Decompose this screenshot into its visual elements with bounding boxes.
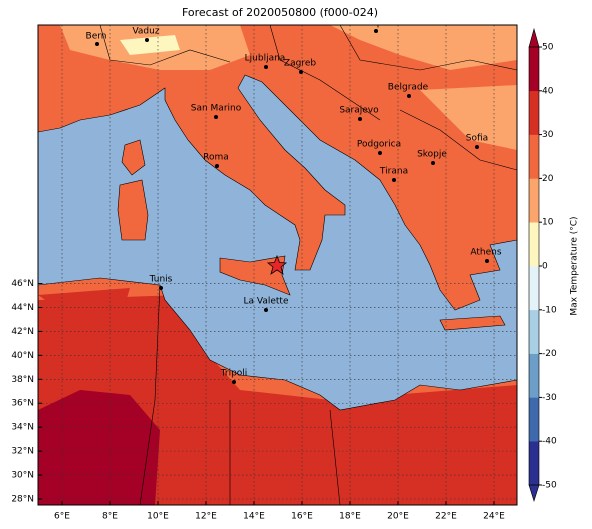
colorbar-tick-label: -40 <box>542 437 557 447</box>
city-label: Podgorica <box>357 140 401 150</box>
city-label: Ljubljana <box>245 54 286 64</box>
colorbar-tick-label: -20 <box>542 349 557 359</box>
colorbar-extend-top <box>528 27 540 48</box>
cities <box>95 29 489 384</box>
colorbar-label: Max Temperature (°C) <box>570 216 580 315</box>
lon-tick-label: 24°E <box>483 512 505 522</box>
colorbar-tick-label: -10 <box>542 305 557 315</box>
city-label: Sarajevo <box>339 106 379 116</box>
colorbar-segment <box>529 397 539 442</box>
city-label: Roma <box>203 153 229 163</box>
lat-tick-label: 30°N <box>11 471 34 481</box>
city-label: La Valette <box>244 297 289 307</box>
city-label: Athens <box>470 248 501 258</box>
lat-tick-label: 46°N <box>11 279 34 289</box>
lat-tick-label: 36°N <box>11 399 34 409</box>
city-label: Sofia <box>466 134 488 144</box>
lon-tick-label: 22°E <box>435 512 457 522</box>
city-label: Zagreb <box>284 59 316 69</box>
colorbar-segment <box>529 441 539 486</box>
colorbar: -50 -40 -30 -20 -10 0 10 20 30 40 50 Max Temperatur… <box>528 27 580 503</box>
colorbar-tick-label: 50 <box>542 43 554 53</box>
city-label: Vaduz <box>132 27 159 37</box>
colorbar-segment <box>529 178 539 223</box>
lon-tick-label: 16°E <box>291 512 313 522</box>
colorbar-segment <box>529 47 539 92</box>
city-label: Belgrade <box>388 83 429 93</box>
lon-tick-label: 10°E <box>147 512 169 522</box>
colorbar-tick-label: 10 <box>542 218 554 228</box>
colorbar-tick-label: 20 <box>542 174 554 184</box>
lat-tick-label: 38°N <box>11 375 34 385</box>
map-frame <box>37 24 518 506</box>
lat-tick-label: 32°N <box>11 447 34 457</box>
lon-tick-label: 18°E <box>339 512 361 522</box>
location-star <box>266 254 288 275</box>
city-label: Tunis <box>149 275 173 285</box>
city-label: Bern <box>86 32 107 42</box>
lat-tick-label: 44°N <box>11 303 34 313</box>
lat-tick-label: 28°N <box>11 495 34 505</box>
city-label: Budapest <box>354 19 397 29</box>
lon-tick-label: 12°E <box>195 512 217 522</box>
colorbar-segment <box>529 353 539 398</box>
graticule <box>38 25 517 505</box>
title: Forecast of 2020050800 (f000-024) <box>182 6 378 19</box>
colorbar-extend-bottom <box>528 484 540 503</box>
lon-tick-label: 20°E <box>387 512 409 522</box>
colorbar-tick-label: 40 <box>542 86 554 96</box>
map: Bern Vaduz Budapest Ljubljana Zagreb Bel… <box>38 19 517 505</box>
colorbar-segment <box>529 134 539 179</box>
city-label: San Marino <box>191 104 242 114</box>
colorbar-tick-label: 0 <box>542 262 548 272</box>
lat-tick-label: 42°N <box>11 327 34 337</box>
lat-tick-label: 34°N <box>11 423 34 433</box>
colorbar-tick-label: 30 <box>542 130 554 140</box>
city-label: Skopje <box>417 150 447 160</box>
lon-tick-label: 14°E <box>243 512 265 522</box>
colorbar-segment <box>529 309 539 354</box>
lat-tick-label: 40°N <box>11 351 34 361</box>
lon-tick-label: 6°E <box>54 512 70 522</box>
colorbar-segment <box>529 222 539 267</box>
colorbar-segment <box>529 266 539 311</box>
city-label: Tirana <box>379 167 408 177</box>
lon-tick-label: 8°E <box>102 512 118 522</box>
city-label: Tripoli <box>220 369 248 379</box>
colorbar-tick-label: -50 <box>542 481 557 491</box>
colorbar-tick-label: -30 <box>542 393 557 403</box>
colorbar-segment <box>529 90 539 135</box>
